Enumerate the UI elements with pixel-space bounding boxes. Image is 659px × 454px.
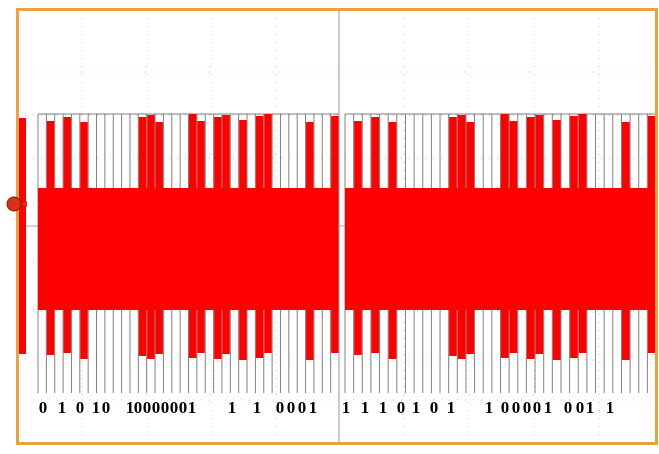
- signal-baseline-band: [345, 188, 656, 310]
- bit-label: 0: [38, 398, 48, 417]
- signal-burst: [621, 122, 630, 360]
- bit-label: 1: [411, 398, 421, 417]
- signal-burst: [197, 121, 205, 353]
- signal-burst: [155, 122, 163, 354]
- bit-label: 1: [585, 398, 595, 417]
- signal-burst: [647, 116, 656, 353]
- bit-label: 1: [308, 398, 318, 417]
- bit-label: 1: [543, 398, 553, 417]
- bit-label: 0: [160, 398, 170, 417]
- signal-burst: [501, 114, 509, 358]
- bit-label: 0: [429, 398, 439, 417]
- signal-burst: [255, 116, 264, 358]
- bit-label: 1: [446, 398, 456, 417]
- signal-burst: [466, 122, 475, 354]
- screen-border: [16, 8, 658, 445]
- bit-label: 1: [91, 398, 101, 417]
- signal-burst: [388, 122, 397, 359]
- bit-label: 1: [360, 398, 370, 417]
- signal-burst: [189, 114, 197, 358]
- signal-burst: [239, 120, 247, 360]
- bit-label: 1: [378, 398, 388, 417]
- bit-label: 1: [252, 398, 262, 417]
- signal-burst: [535, 115, 544, 354]
- bit-label: 0: [286, 398, 296, 417]
- bit-label: 0: [563, 398, 573, 417]
- bit-label: 0: [532, 398, 542, 417]
- signal-burst: [570, 116, 578, 358]
- bit-label: 1: [57, 398, 67, 417]
- bit-label: 1: [187, 398, 197, 417]
- bit-label: 0: [101, 398, 111, 417]
- bit-label: 0: [297, 398, 307, 417]
- bit-label: 0: [75, 398, 85, 417]
- signal-burst: [46, 121, 55, 355]
- bit-label: 1: [605, 398, 615, 417]
- signal-burst: [526, 117, 535, 359]
- bit-label: 0: [522, 398, 532, 417]
- signal-burst: [509, 121, 518, 353]
- bit-label: 0: [178, 398, 188, 417]
- bit-label: 0: [500, 398, 510, 417]
- bit-label: 1: [227, 398, 237, 417]
- signal-burst: [578, 114, 587, 353]
- signal-burst: [147, 115, 155, 359]
- signal-burst: [80, 122, 88, 359]
- signal-burst: [457, 115, 466, 359]
- bit-label: 1: [484, 398, 494, 417]
- signal-burst: [214, 117, 222, 359]
- signal-burst: [552, 120, 561, 360]
- signal-burst: [138, 117, 147, 356]
- bit-label: 1: [341, 398, 351, 417]
- bit-label: 0: [133, 398, 143, 417]
- signal-baseline-band: [38, 188, 339, 310]
- signal-burst: [18, 118, 26, 354]
- bit-label: 0: [142, 398, 152, 417]
- bit-label: 0: [511, 398, 521, 417]
- signal-burst: [63, 117, 71, 353]
- signal-burst: [331, 116, 339, 353]
- signal-burst: [371, 117, 380, 353]
- bit-label: 0: [396, 398, 406, 417]
- bit-label: 0: [575, 398, 585, 417]
- bit-label: 1: [125, 398, 135, 417]
- signal-trace: [18, 114, 656, 360]
- bit-label: 0: [275, 398, 285, 417]
- signal-burst: [264, 114, 272, 353]
- signal-burst: [306, 122, 314, 360]
- signal-burst: [449, 117, 457, 356]
- channel-ground-marker-icon[interactable]: [6, 196, 27, 212]
- bit-label: 0: [169, 398, 179, 417]
- signal-burst: [222, 115, 230, 354]
- signal-burst: [354, 121, 362, 355]
- bit-label: 0: [151, 398, 161, 417]
